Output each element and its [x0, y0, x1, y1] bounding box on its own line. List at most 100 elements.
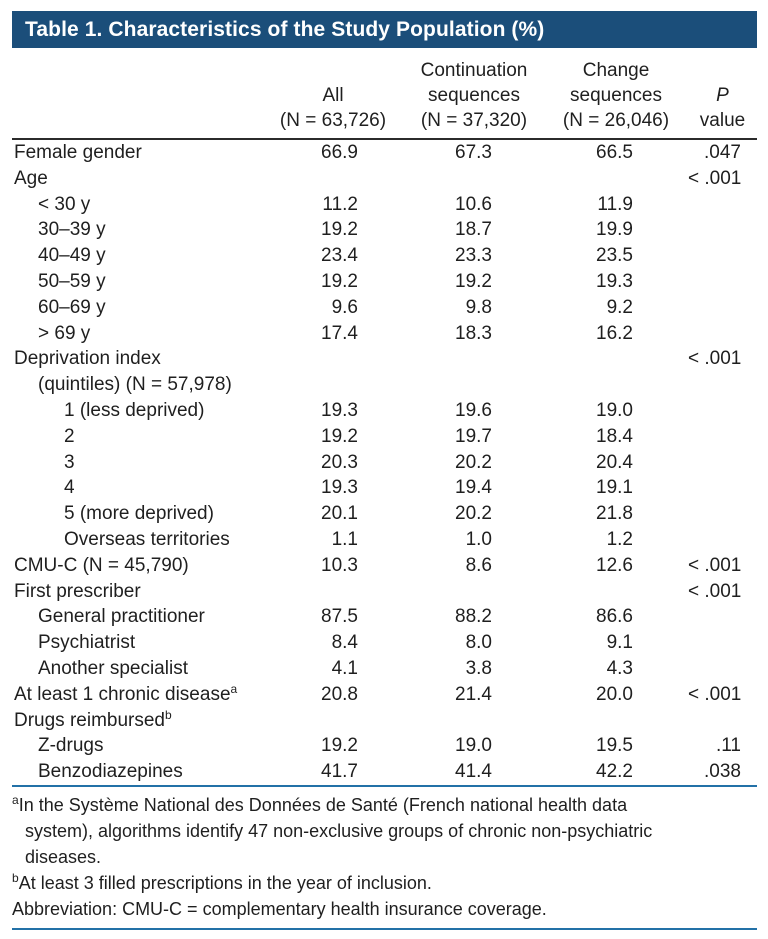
cell-p	[688, 295, 757, 321]
footnotes: aIn the Système National des Données de …	[12, 792, 757, 930]
cell-continuation: 10.6	[455, 193, 492, 215]
table-header: All (N = 63,726) Continuation sequences (N =…	[12, 48, 757, 140]
row-label: At least 1 chronic diseasea	[14, 681, 238, 705]
table-row: < 30 y 11.2 10.6 11.9	[12, 192, 757, 218]
table-row: Z-drugs 19.2 19.0 19.5 .11	[12, 733, 757, 759]
cell-change: 11.9	[597, 193, 633, 215]
table-row: At least 1 chronic diseasea 20.8 21.4 20.0 <…	[12, 682, 757, 708]
cell-all: 66.9	[321, 142, 358, 163]
table-row: 3 20.3 20.2 20.4	[12, 450, 757, 476]
cell-continuation: 88.2	[455, 606, 492, 628]
cell-p	[688, 450, 757, 476]
row-label: Another specialist	[38, 657, 188, 679]
cell-all: 20.1	[321, 503, 358, 525]
row-label: Psychiatrist	[38, 632, 136, 654]
cell-change: 12.6	[596, 554, 633, 576]
cell-change: 19.0	[596, 399, 633, 421]
row-label: Age	[14, 167, 48, 189]
cell-change: 1.2	[606, 528, 633, 550]
cell-continuation: 18.7	[455, 219, 492, 241]
row-label: 1 (less deprived)	[64, 399, 205, 421]
cell-all: 87.5	[321, 606, 358, 628]
cell-p: < .001	[688, 580, 742, 602]
cell-all: 9.6	[331, 296, 358, 318]
cell-continuation	[404, 166, 544, 192]
row-label: Deprivation index	[14, 348, 161, 370]
cell-all	[262, 346, 404, 372]
column-header-row: All (N = 63,726) Continuation sequences (N =…	[12, 48, 757, 140]
footnote-line: bAt least 3 filled prescriptions in the …	[12, 870, 432, 893]
table-row: Age < .001	[12, 166, 757, 192]
cell-continuation	[404, 372, 544, 398]
cell-continuation: 8.0	[465, 632, 492, 654]
row-label: < 30 y	[38, 193, 91, 215]
cell-change: 19.5	[596, 735, 633, 757]
row-label: Benzodiazepines	[12, 759, 262, 787]
row-label: Z-drugs	[38, 735, 104, 757]
study-population-table: All (N = 63,726) Continuation sequences (N =…	[12, 48, 757, 787]
column-header-continuation: Continuation sequences (N = 37,320)	[404, 48, 544, 140]
table-title: Table 1. Characteristics of the Study Po…	[25, 18, 545, 41]
cell-continuation	[404, 579, 544, 605]
cell-change: 21.8	[596, 503, 633, 525]
cell-continuation: 19.6	[455, 399, 492, 421]
footnote-line: aIn the Système National des Données de …	[12, 792, 628, 815]
cell-p	[688, 243, 757, 269]
row-label: Overseas territories	[64, 528, 230, 550]
table-title-bar: Table 1. Characteristics of the Study Po…	[12, 11, 757, 48]
cell-continuation: 21.4	[455, 683, 492, 705]
cell-p	[688, 424, 757, 450]
cell-p: < .001	[688, 554, 742, 576]
table-row: Deprivation index < .001	[12, 346, 757, 372]
cell-all: 19.3	[321, 477, 358, 499]
row-label: 5 (more deprived)	[64, 503, 214, 525]
cell-all: 41.7	[262, 759, 404, 787]
cell-continuation: 20.2	[455, 451, 492, 473]
cell-continuation: 18.3	[455, 322, 492, 344]
cell-change	[544, 346, 688, 372]
table-row: 1 (less deprived) 19.3 19.6 19.0	[12, 398, 757, 424]
cell-all: 10.3	[321, 554, 358, 576]
footnote-line: system), algorithms identify 47 non-excl…	[25, 820, 653, 841]
column-header-all: All (N = 63,726)	[262, 48, 404, 140]
table-row: Psychiatrist 8.4 8.0 9.1	[12, 630, 757, 656]
cell-change: 19.1	[596, 477, 633, 499]
cell-p	[688, 527, 757, 553]
cell-p: .038	[688, 759, 757, 787]
cell-change	[544, 166, 688, 192]
cell-p	[688, 604, 757, 630]
footnote-line: Abbreviation: CMU-C = complementary heal…	[12, 898, 547, 919]
cell-change: 20.0	[596, 683, 633, 705]
column-header-label	[12, 48, 262, 140]
cell-change: 19.3	[596, 270, 633, 292]
cell-continuation: 19.2	[455, 270, 492, 292]
cell-all: 8.4	[331, 632, 358, 654]
cell-continuation: 23.3	[455, 245, 492, 267]
cell-continuation: 41.4	[404, 759, 544, 787]
cell-p	[688, 321, 757, 347]
cell-change: 23.5	[596, 245, 633, 267]
row-label: 4	[64, 477, 75, 499]
cell-p	[688, 398, 757, 424]
row-label: 50–59 y	[38, 270, 106, 292]
row-label: 40–49 y	[38, 245, 106, 267]
cell-change: 42.2	[544, 759, 688, 787]
cell-all: 4.1	[331, 657, 358, 679]
cell-change: 9.2	[606, 296, 633, 318]
table-row: 2 19.2 19.7 18.4	[12, 424, 757, 450]
table-row: Drugs reimbursedb	[12, 708, 757, 734]
table-row: 30–39 y 19.2 18.7 19.9	[12, 217, 757, 243]
cell-change: 86.6	[596, 606, 633, 628]
table-row: 5 (more deprived) 20.1 20.2 21.8	[12, 501, 757, 527]
cell-p: < .001	[688, 348, 742, 370]
table-row: Female gender 66.9 67.3 66.5 .047	[12, 139, 757, 166]
cell-continuation: 8.6	[465, 554, 492, 576]
cell-all: 23.4	[321, 245, 358, 267]
cell-p: .047	[704, 142, 741, 163]
cell-all: 19.2	[321, 270, 358, 292]
row-label: 60–69 y	[38, 296, 106, 318]
cell-continuation: 3.8	[465, 657, 492, 679]
cell-all: 1.1	[331, 528, 358, 550]
cell-all: 19.3	[321, 399, 358, 421]
column-header-change: Change sequences (N = 26,046)	[544, 48, 688, 140]
